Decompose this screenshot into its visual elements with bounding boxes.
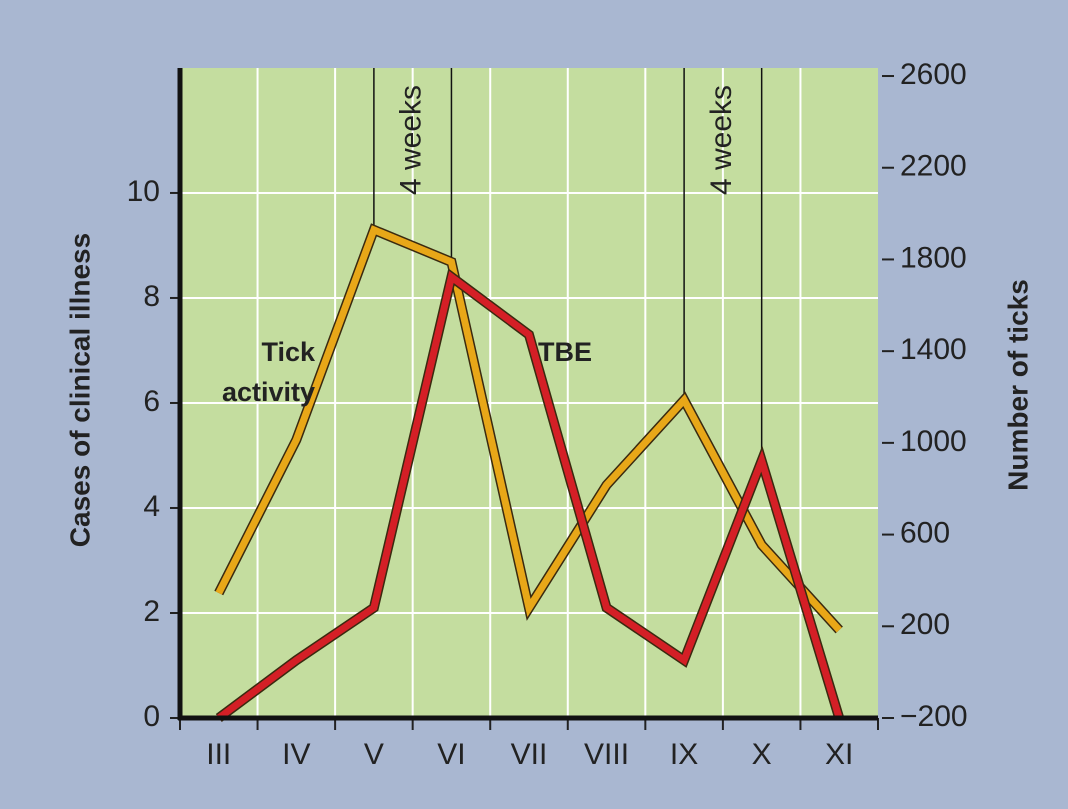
x-tick-label: XI <box>825 738 853 771</box>
series-label: Tick activity <box>221 337 315 407</box>
y-tick-label: 10 <box>127 175 160 208</box>
y2-tick-label: 1800 <box>900 241 967 274</box>
y-axis-title: Cases of clinical illness <box>64 233 95 547</box>
y2-tick-label: 1000 <box>900 425 967 458</box>
y-tick-label: 6 <box>143 385 160 418</box>
x-tick-label: VI <box>437 738 465 771</box>
line <box>215 225 842 633</box>
y-tick-label: 4 <box>143 490 160 523</box>
y-tick-label: 8 <box>143 280 160 313</box>
x-tick-label: VIII <box>584 738 629 771</box>
y-tick-label: 2 <box>143 595 160 628</box>
annotation: 4 weeks <box>705 85 738 195</box>
y-tick-label: 0 <box>143 700 160 733</box>
x-tick-label: III <box>206 738 231 771</box>
y2-tick-label: 2600 <box>900 58 967 91</box>
x-tick-label: IX <box>670 738 698 771</box>
y2-tick-label: −200 <box>900 700 968 733</box>
x-tick-label: IV <box>282 738 310 771</box>
x-tick-label: X <box>752 738 772 771</box>
y2-tick-label: 1400 <box>900 333 967 366</box>
series-label: TBE <box>538 337 592 367</box>
x-tick-label: VII <box>511 738 548 771</box>
annotation: 4 weeks <box>395 85 428 195</box>
y2-axis-title: Number of ticks <box>1002 279 1033 491</box>
line <box>216 270 843 721</box>
y2-tick-label: 2200 <box>900 150 967 183</box>
y2-tick-label: 200 <box>900 608 950 641</box>
x-tick-label: V <box>364 738 384 771</box>
y2-tick-label: 600 <box>900 517 950 550</box>
